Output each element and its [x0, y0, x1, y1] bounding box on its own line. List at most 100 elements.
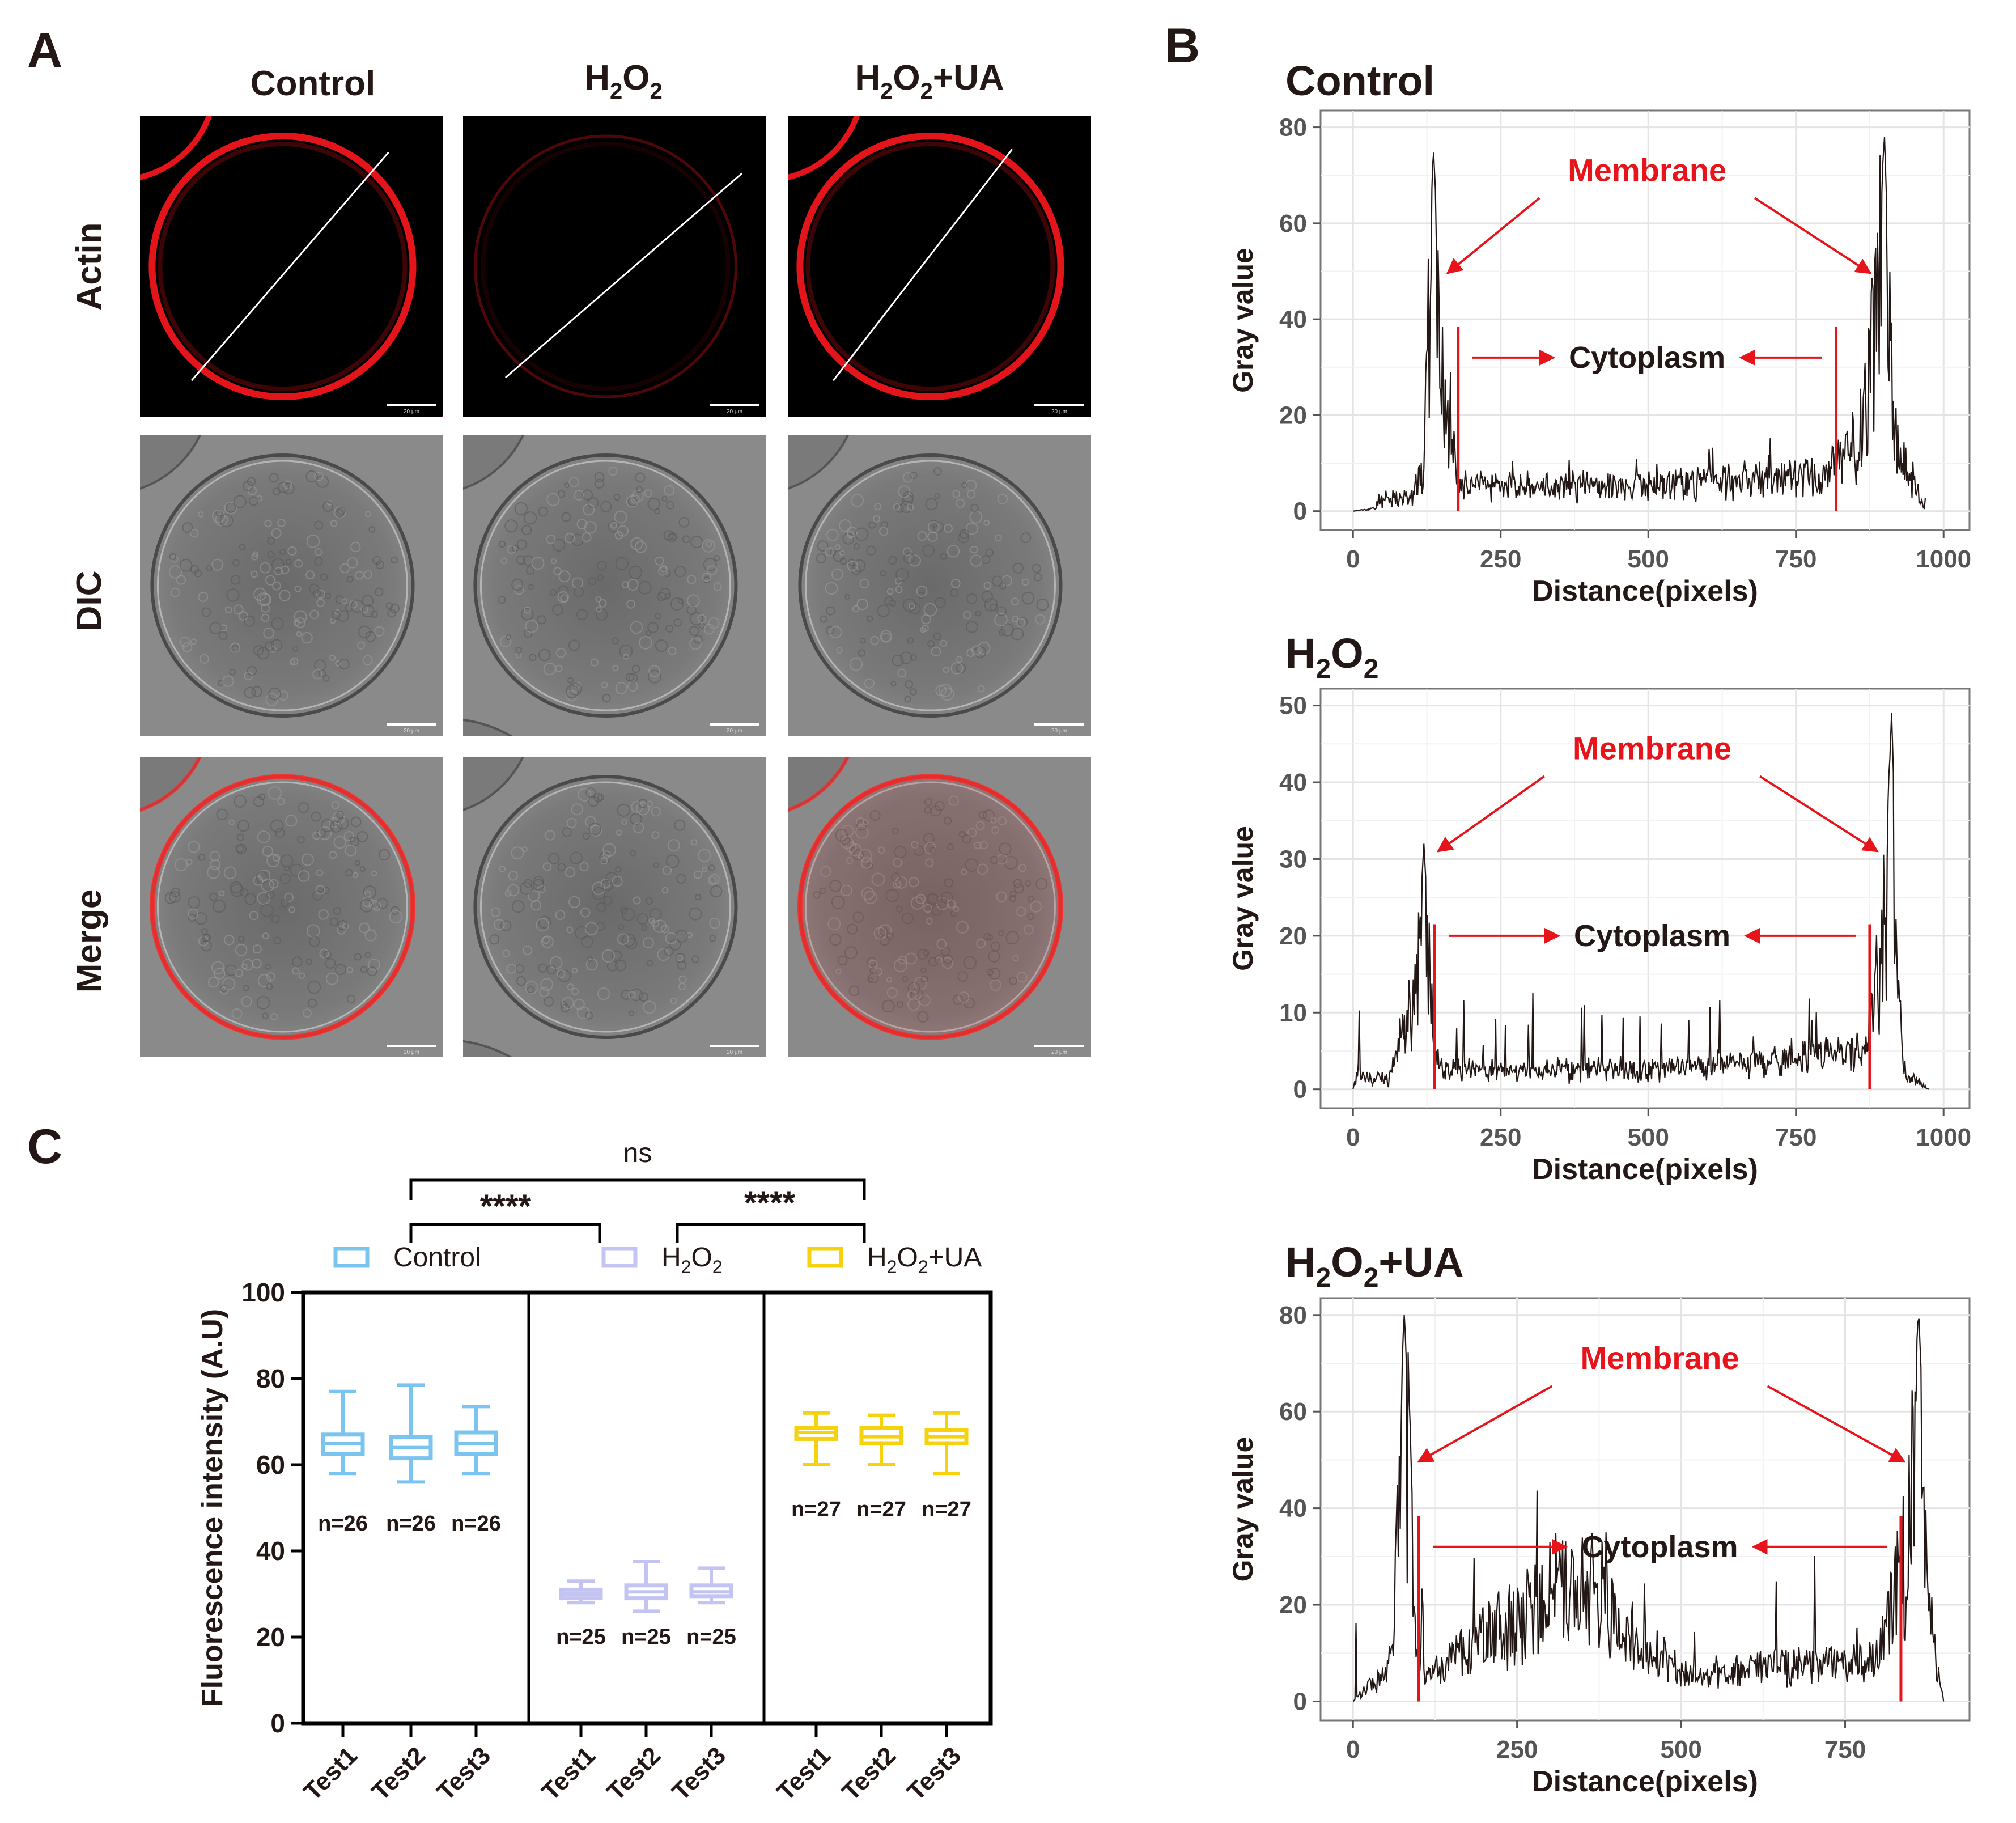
sample-size-label: n=25 — [621, 1625, 671, 1649]
oocyte-cortex-ring — [473, 134, 737, 398]
micrograph-dic-1: 20 μm — [463, 435, 766, 736]
x-tick-label: Test3 — [902, 1741, 966, 1806]
significance-ns: ns — [623, 1138, 652, 1168]
bracket-h2o2-vs-ua — [676, 1223, 866, 1243]
bracket-ns — [409, 1178, 866, 1200]
oocyte-cortex-ring — [796, 132, 1064, 401]
x-tick-label: Test2 — [601, 1741, 666, 1806]
y-tick-label: 0 — [1293, 1076, 1307, 1104]
membrane-arrow-right — [1754, 197, 1872, 274]
significance-brackets: ns **** **** — [409, 1138, 866, 1243]
scale-bar-label: 20 μm — [727, 1049, 742, 1055]
merge-actin-overlay — [149, 774, 416, 1040]
legend-label: H2O2+UA — [867, 1243, 982, 1277]
neighbor-cell — [463, 1040, 513, 1057]
x-tick-label: 0 — [1346, 545, 1360, 573]
membrane-label: Membrane — [1573, 730, 1731, 766]
y-tick-label: 30 — [1279, 845, 1307, 873]
sample-size-label: n=26 — [386, 1512, 436, 1536]
y-tick-label: 60 — [1279, 210, 1307, 238]
micrograph-merge-1: 20 μm — [463, 757, 766, 1057]
micrograph-dic-2: 20 μm — [788, 435, 1091, 736]
x-axis-label: Distance(pixels) — [1532, 575, 1758, 608]
x-tick-label: 750 — [1775, 545, 1816, 573]
plot-frame — [1319, 688, 1971, 1109]
actin-background — [140, 116, 443, 417]
y-tick-label: 20 — [1279, 401, 1307, 429]
y-tick-label: 0 — [270, 1708, 285, 1738]
legend-entry-1: H2O2 — [601, 1243, 723, 1277]
x-tick-label: 750 — [1824, 1736, 1866, 1763]
cytoplasm-texture — [164, 786, 402, 1021]
membrane-label: Membrane — [1580, 1340, 1739, 1376]
profile-title: Control — [1285, 57, 1434, 104]
bracket-control-vs-h2o2 — [409, 1223, 601, 1243]
line-profile-path — [504, 172, 743, 379]
x-tick-label: 500 — [1660, 1736, 1701, 1763]
x-tick-label: 1000 — [1916, 545, 1971, 573]
line-profile-path — [833, 149, 1013, 381]
x-tick-label: Test2 — [837, 1741, 901, 1806]
x-tick-label: 0 — [1346, 1736, 1360, 1763]
neighbor-cell — [788, 757, 849, 812]
neighbor-cell — [788, 435, 849, 490]
membrane-arrow-left — [1436, 775, 1546, 853]
y-tick-label: 10 — [1279, 999, 1307, 1027]
y-tick-label: 20 — [1279, 922, 1307, 950]
micrograph-merge-0: 20 μm — [140, 757, 443, 1057]
y-axis-label: Fluorescence intensity (A.U) — [196, 1309, 229, 1707]
box-h2o2+ua-test1 — [794, 1411, 838, 1466]
neighbor-cell — [140, 757, 201, 812]
panel-letter-a: A — [27, 23, 62, 78]
micrograph-merge-2: 20 μm — [788, 757, 1091, 1057]
y-tick-label: 0 — [1293, 498, 1307, 525]
membrane-arrow-left — [1446, 197, 1540, 274]
panel-letter-c: C — [27, 1120, 62, 1174]
sample-size-label: n=26 — [318, 1512, 368, 1536]
x-tick-label: 250 — [1496, 1736, 1538, 1763]
cytoplasm-texture — [489, 787, 723, 1020]
box-control-test3 — [454, 1405, 498, 1476]
y-tick-label: 40 — [1279, 306, 1307, 333]
y-axis-label: Gray value — [1227, 826, 1259, 971]
oocyte-cortex-ring — [148, 132, 417, 401]
scale-bar-label: 20 μm — [727, 728, 742, 734]
merge-actin-overlay — [797, 774, 1063, 1040]
y-tick-label: 20 — [256, 1622, 285, 1652]
y-tick-label: 40 — [1279, 769, 1307, 796]
y-tick-label: 40 — [1279, 1495, 1307, 1523]
row-label-actin: Actin — [70, 223, 109, 311]
zona-pellucida — [804, 781, 1056, 1033]
micrograph-actin-2: 20 μm — [788, 116, 1091, 417]
gray-value-trace — [1352, 713, 1929, 1090]
neighbor-cell — [463, 718, 513, 736]
panel-c-box-plot: 0 20 40 60 80 100 Fluorescence intensity (A.U)… — [196, 1138, 993, 1806]
profile-title: H2O2 — [1285, 630, 1378, 684]
membrane-arrow-right — [1759, 775, 1879, 853]
sample-size-label: n=25 — [686, 1625, 736, 1649]
membrane-arrow-right — [1767, 1385, 1906, 1463]
x-tick-label: Test3 — [431, 1741, 496, 1806]
profile-title: H2O2+UA — [1285, 1239, 1464, 1293]
oocyte-body — [798, 453, 1063, 718]
zona-pellucida — [804, 460, 1056, 711]
panel-b-line-profiles: 0 250 500 750 1000020406080Distance(pixels)G… — [1227, 57, 1971, 1798]
significance-stars: **** — [744, 1185, 796, 1222]
cytoplasm-texture — [816, 467, 1049, 703]
membrane-arrow-left — [1417, 1385, 1553, 1463]
sample-size-label: n=27 — [856, 1498, 906, 1521]
panel-letter-b: B — [1165, 19, 1200, 73]
zona-pellucida — [156, 460, 409, 711]
profile-plot-1: 0 250 500 750 1000 0 10 20 30 40 50 Distance(pixels… — [1227, 630, 1971, 1186]
oocyte-inner-glow — [481, 141, 731, 392]
cytoplasm-texture — [168, 470, 400, 706]
column-header-control: Control — [251, 64, 375, 103]
legend-label: Control — [393, 1243, 481, 1273]
oocyte-inner-glow — [158, 141, 408, 392]
grid-lines — [1321, 1298, 1970, 1720]
box-h2o2+ua-test2 — [859, 1413, 903, 1466]
y-tick-label: 80 — [256, 1364, 285, 1393]
scale-bar-label: 20 μm — [1051, 1049, 1067, 1055]
sample-size-label: n=26 — [451, 1512, 501, 1536]
